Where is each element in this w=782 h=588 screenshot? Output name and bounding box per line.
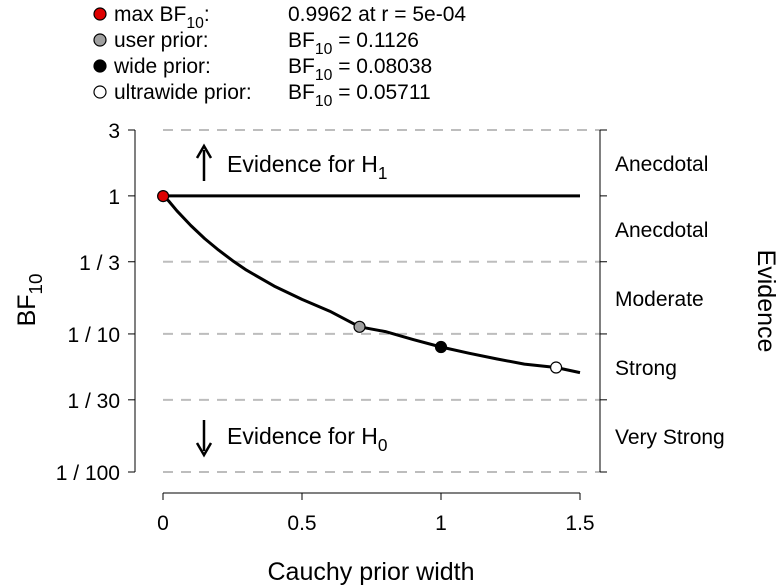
gridlines: [163, 129, 600, 473]
legend-value-ultrawide-base: BF: [288, 81, 315, 104]
evidence-h1-label-base: Evidence for H: [227, 151, 378, 177]
x-axis-title: Cauchy prior width: [267, 558, 474, 586]
evidence-h0-label-sub: 0: [378, 435, 388, 455]
y-tick-label-5: 1 / 100: [56, 462, 120, 485]
evidence-h0-label: Evidence for H0: [227, 423, 387, 455]
x-tick-label-0: 0: [157, 512, 169, 535]
point-wide: [434, 340, 448, 354]
legend-value-user-tail: = 0.1126: [332, 29, 419, 52]
legend-marker-max: [93, 7, 107, 21]
legend-label-user: user prior:: [114, 29, 209, 52]
legend-label-max: max BF10:: [114, 3, 210, 32]
legend-label-ultrawide-base: ultrawide prior:: [114, 81, 252, 104]
legend-label-wide: wide prior:: [113, 55, 211, 78]
point-user: [353, 320, 366, 333]
y-tick-label-2: 1 / 3: [79, 252, 120, 275]
legend-label-user-base: user prior:: [114, 29, 209, 52]
prior-points: [157, 190, 563, 374]
y-tick-label-0: 3: [108, 120, 120, 143]
x-tick-label-3: 1.5: [565, 512, 594, 535]
y-tick-label-3: 1 / 10: [67, 324, 120, 347]
evidence-band-label-0: Anecdotal: [615, 153, 708, 176]
legend-label-ultrawide: ultrawide prior:: [114, 81, 252, 104]
series-line-0: [162, 194, 581, 375]
evidence-bands: Anecdotal Anecdotal Moderate Strong Very Str…: [599, 129, 725, 473]
point-max: [157, 190, 170, 203]
legend-marker-ultrawide: [93, 85, 107, 99]
y-axis-title-base: BF: [13, 294, 41, 326]
legend-value-ultrawide-sub: 10: [315, 93, 333, 110]
legend-label-max-base: max BF: [114, 3, 186, 26]
legend-value-wide: BF10 = 0.08038: [288, 55, 432, 84]
legend-value-user-base: BF: [288, 29, 315, 52]
y-tick-label-4: 1 / 30: [67, 390, 120, 413]
legend-label-wide-base: wide prior:: [113, 55, 211, 78]
legend-value-max: 0.9962 at r = 5e-04: [288, 3, 466, 26]
evidence-band-label-1: Anecdotal: [615, 219, 708, 242]
series-layer: [162, 194, 581, 375]
legend-value-user-sub: 10: [315, 41, 333, 58]
evidence-h0-label-base: Evidence for H: [227, 423, 378, 449]
evidence-h1-label-sub: 1: [378, 163, 388, 183]
legend-value-max-base: 0.9962 at r = 5e-04: [288, 3, 466, 26]
legend-value-wide-tail: = 0.08038: [332, 55, 432, 78]
legend-value-wide-sub: 10: [315, 67, 333, 84]
right-axis-title: Evidence: [752, 250, 780, 353]
legend-marker-user: [93, 33, 107, 47]
evidence-band-label-2: Moderate: [615, 288, 704, 311]
y-tick-label-1: 1: [108, 186, 120, 209]
legend-label-max-tail: :: [204, 3, 210, 26]
arrow-down-head: [195, 442, 213, 458]
legend-value-ultrawide: BF10 = 0.05711: [288, 81, 431, 110]
evidence-band-label-3: Strong: [615, 357, 677, 380]
legend-value-ultrawide-tail: = 0.05711: [332, 81, 430, 104]
legend-value-user: BF10 = 0.1126: [288, 29, 419, 58]
x-tick-label-1: 0.5: [287, 512, 316, 535]
legend-value-wide-base: BF: [288, 55, 315, 78]
axes: 3 1 1 / 3 1 / 10 1 / 30 1 / 100 0 0.5 1 1.5: [56, 120, 595, 535]
evidence-band-label-4: Very Strong: [615, 426, 725, 449]
point-ultrawide: [549, 361, 563, 374]
arrow-up-head: [195, 143, 213, 159]
y-axis-title-sub: 10: [25, 274, 46, 295]
legend-label-max-sub: 10: [186, 15, 204, 32]
y-axis-title: BF10: [13, 274, 46, 327]
legend-marker-wide: [93, 59, 107, 73]
evidence-h1-label: Evidence for H1: [227, 151, 387, 183]
x-tick-label-2: 1: [435, 512, 447, 535]
